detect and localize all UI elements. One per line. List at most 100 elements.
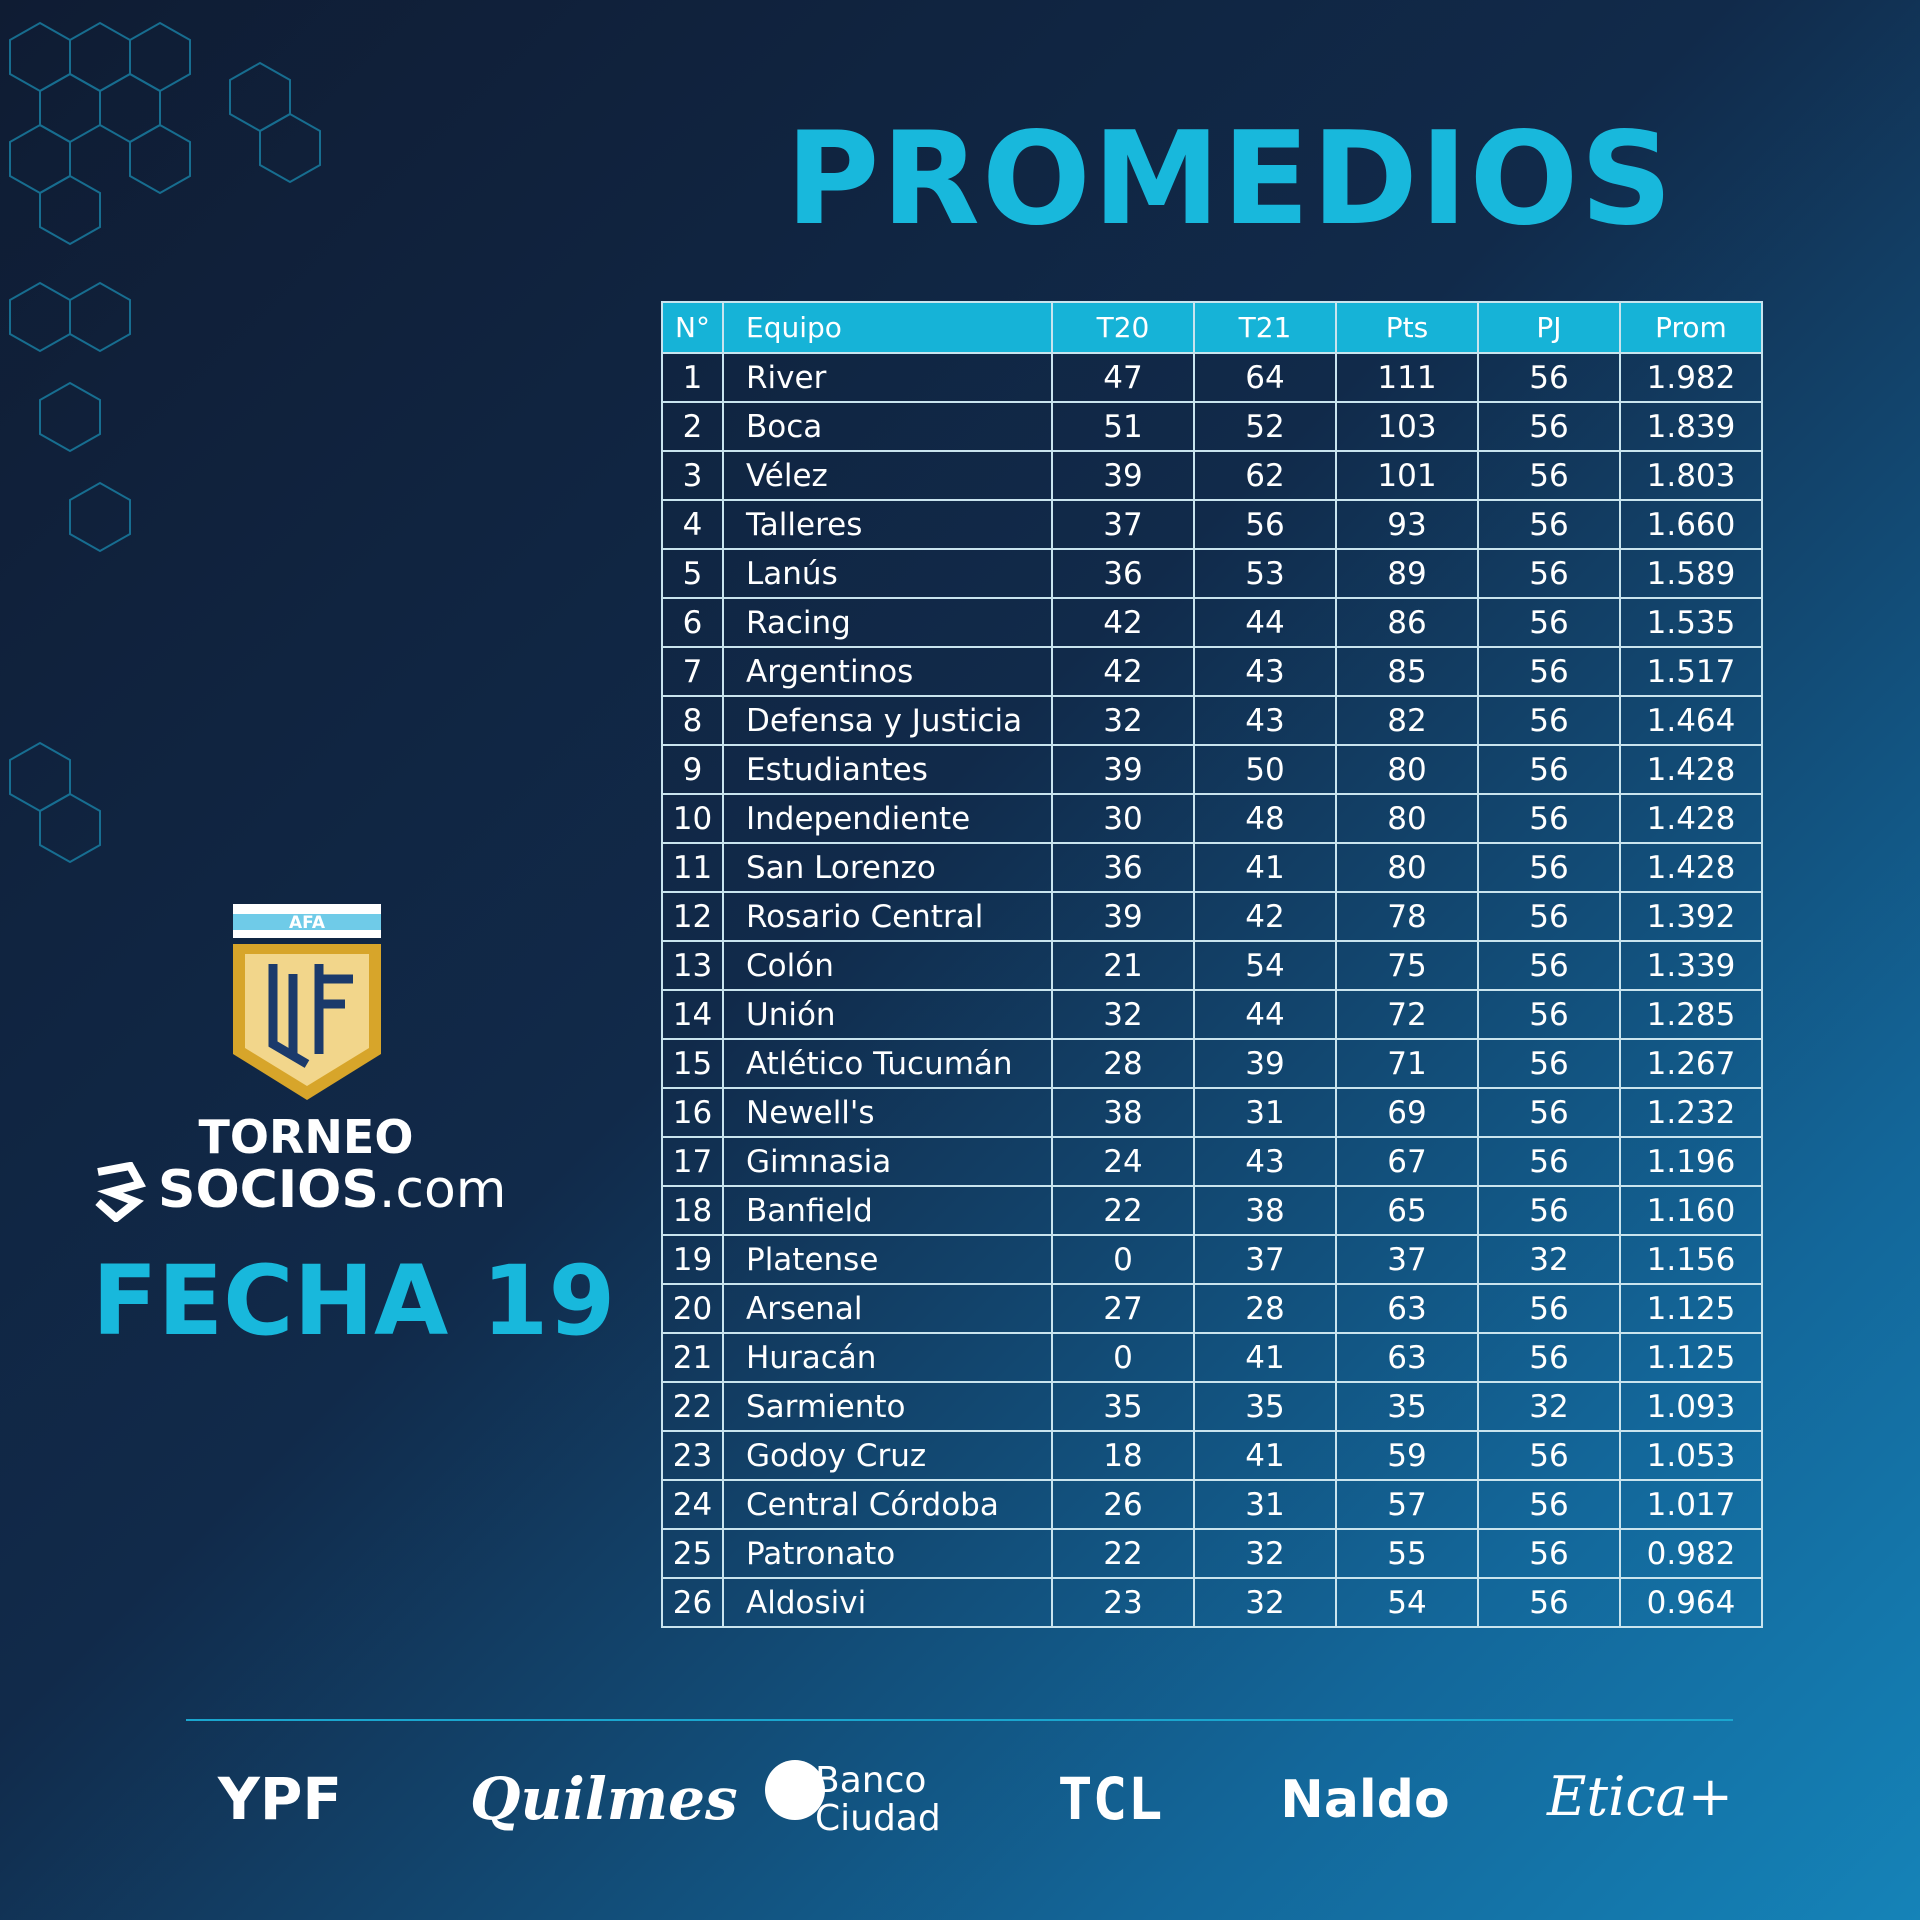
- table-cell: 7: [661, 646, 724, 697]
- sponsor-logo: YPF: [217, 1765, 343, 1833]
- table-cell: 52: [1193, 401, 1337, 452]
- table-cell: 75: [1335, 940, 1479, 991]
- table-cell: 56: [1477, 744, 1621, 795]
- round: FECHA 19: [92, 1245, 616, 1357]
- table-cell: 1.160: [1619, 1185, 1763, 1236]
- table-cell: 1.267: [1619, 1038, 1763, 1089]
- table-cell: 37: [1051, 499, 1195, 550]
- table-cell: 2: [661, 401, 724, 452]
- table-cell: 41: [1193, 842, 1337, 893]
- table-cell: Sarmiento: [722, 1381, 1053, 1432]
- table-row: 17 Gimnasia 24 43 67 56 1.196: [661, 1136, 1763, 1187]
- table-cell: 26: [661, 1577, 724, 1628]
- table-cell: Gimnasia: [722, 1136, 1053, 1187]
- table-cell: 43: [1193, 646, 1337, 697]
- table-body: 1 River 47 64 111 56 1.982 2 Boca 51 52 103 56 1.839 3…: [661, 352, 1763, 1628]
- table-row: 12 Rosario Central 39 42 78 56 1.392: [661, 891, 1763, 942]
- table-cell: 0.964: [1619, 1577, 1763, 1628]
- table-cell: 1.428: [1619, 744, 1763, 795]
- table-cell: 67: [1335, 1136, 1479, 1187]
- standings-table: N° Equipo T20 T21 Pts PJ Prom 1 River 47 64 111 56 1…: [661, 301, 1763, 1628]
- table-cell: 54: [1193, 940, 1337, 991]
- table-row: 1 River 47 64 111 56 1.982: [661, 352, 1763, 403]
- table-cell: 64: [1193, 352, 1337, 403]
- table-row: 2 Boca 51 52 103 56 1.839: [661, 401, 1763, 452]
- table-cell: 21: [1051, 940, 1195, 991]
- table-row: 25 Patronato 22 32 55 56 0.982: [661, 1528, 1763, 1579]
- table-cell: 1.428: [1619, 842, 1763, 893]
- table-cell: Unión: [722, 989, 1053, 1040]
- table-cell: 28: [1051, 1038, 1195, 1089]
- table-cell: 32: [1051, 695, 1195, 746]
- table-cell: 1.535: [1619, 597, 1763, 648]
- table-cell: 43: [1193, 1136, 1337, 1187]
- table-cell: 63: [1335, 1332, 1479, 1383]
- table-cell: 56: [1477, 1136, 1621, 1187]
- table-cell: 1.803: [1619, 450, 1763, 501]
- table-row: 15 Atlético Tucumán 28 39 71 56 1.267: [661, 1038, 1763, 1089]
- table-cell: 69: [1335, 1087, 1479, 1138]
- table-cell: 35: [1051, 1381, 1195, 1432]
- table-cell: 56: [1477, 989, 1621, 1040]
- table-cell: 37: [1193, 1234, 1337, 1285]
- column-header: T20: [1051, 301, 1195, 354]
- table-cell: 56: [1477, 695, 1621, 746]
- table-cell: 1.589: [1619, 548, 1763, 599]
- table-cell: 1.517: [1619, 646, 1763, 697]
- table-cell: Boca: [722, 401, 1053, 452]
- table-row: 7 Argentinos 42 43 85 56 1.517: [661, 646, 1763, 697]
- table-cell: 56: [1477, 499, 1621, 550]
- table-cell: 65: [1335, 1185, 1479, 1236]
- table-cell: 80: [1335, 842, 1479, 893]
- table-cell: 56: [1477, 1479, 1621, 1530]
- table-cell: 30: [1051, 793, 1195, 844]
- table-cell: 1.125: [1619, 1283, 1763, 1334]
- column-header: PJ: [1477, 301, 1621, 354]
- table-cell: Newell's: [722, 1087, 1053, 1138]
- sponsor-logo: Banco Ciudad: [815, 1762, 941, 1838]
- table-cell: 62: [1193, 450, 1337, 501]
- table-cell: 39: [1051, 450, 1195, 501]
- table-row: 26 Aldosivi 23 32 54 56 0.964: [661, 1577, 1763, 1628]
- table-row: 21 Huracán 0 41 63 56 1.125: [661, 1332, 1763, 1383]
- table-cell: 111: [1335, 352, 1479, 403]
- table-cell: 80: [1335, 744, 1479, 795]
- table-cell: 37: [1335, 1234, 1479, 1285]
- sponsor-logo: Quilmes: [470, 1765, 738, 1833]
- table-cell: 16: [661, 1087, 724, 1138]
- table-cell: 41: [1193, 1332, 1337, 1383]
- table-cell: 56: [1477, 891, 1621, 942]
- table-cell: 56: [1477, 1087, 1621, 1138]
- tournament: TORNEO: [198, 1110, 414, 1164]
- column-header: T21: [1193, 301, 1337, 354]
- sponsor-icon: [765, 1760, 825, 1820]
- table-cell: 103: [1335, 401, 1479, 452]
- table-cell: 32: [1051, 989, 1195, 1040]
- table-cell: 24: [1051, 1136, 1195, 1187]
- table-cell: 56: [1477, 1577, 1621, 1628]
- socios-icon: [95, 1162, 146, 1222]
- table-cell: 32: [1193, 1577, 1337, 1628]
- table-row: 20 Arsenal 27 28 63 56 1.125: [661, 1283, 1763, 1334]
- table-cell: 8: [661, 695, 724, 746]
- table-cell: 56: [1477, 940, 1621, 991]
- table-cell: 32: [1477, 1381, 1621, 1432]
- table-cell: 89: [1335, 548, 1479, 599]
- table-cell: 13: [661, 940, 724, 991]
- table-cell: 56: [1477, 1332, 1621, 1383]
- table-cell: River: [722, 352, 1053, 403]
- table-cell: 39: [1051, 744, 1195, 795]
- table-cell: 47: [1051, 352, 1195, 403]
- table-cell: 21: [661, 1332, 724, 1383]
- table-cell: 1.196: [1619, 1136, 1763, 1187]
- table-cell: 56: [1477, 548, 1621, 599]
- table-cell: Racing: [722, 597, 1053, 648]
- table-row: 13 Colón 21 54 75 56 1.339: [661, 940, 1763, 991]
- table-cell: 24: [661, 1479, 724, 1530]
- table-cell: 56: [1193, 499, 1337, 550]
- table-cell: 31: [1193, 1479, 1337, 1530]
- table-cell: Banfield: [722, 1185, 1053, 1236]
- table-row: 22 Sarmiento 35 35 35 32 1.093: [661, 1381, 1763, 1432]
- table-cell: 3: [661, 450, 724, 501]
